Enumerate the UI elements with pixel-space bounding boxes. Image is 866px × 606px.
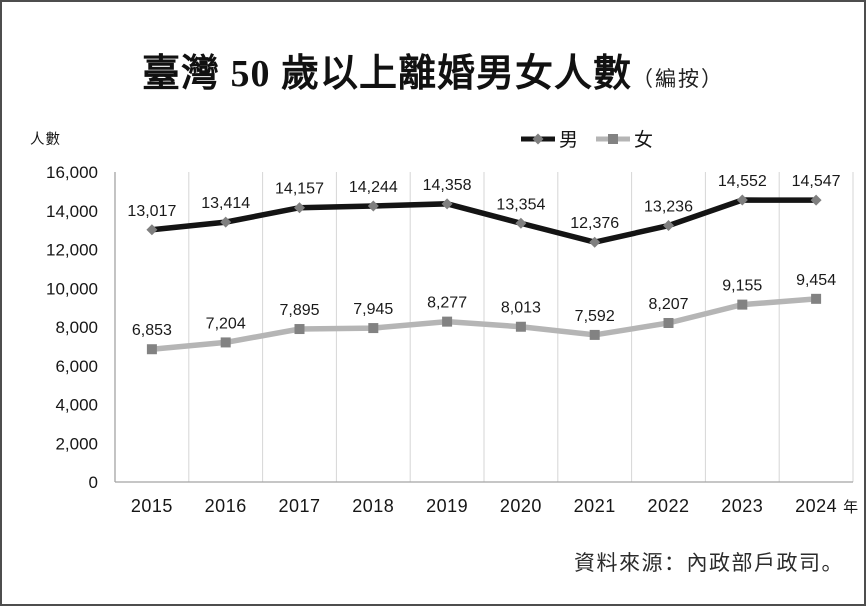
legend-item-male: 男 [519, 125, 578, 152]
y-tick-label: 4,000 [55, 396, 98, 415]
x-tick-label: 2016 [205, 496, 247, 516]
data-point-marker [736, 194, 748, 206]
legend-label-female: 女 [634, 130, 654, 151]
data-point-marker [442, 316, 453, 327]
data-point-label: 12,376 [570, 215, 619, 232]
data-point-label: 13,236 [644, 199, 693, 216]
chart-title-note: （編按） [632, 67, 724, 91]
x-tick-label: 2023 [721, 496, 763, 516]
x-tick-label: 2020 [500, 496, 542, 516]
data-point-marker [589, 236, 601, 248]
series-line-男 [151, 197, 817, 246]
data-point-marker [146, 224, 158, 236]
x-axis-unit-label: 年 [843, 499, 858, 516]
y-tick-label: 6,000 [55, 357, 98, 376]
y-tick-label: 10,000 [46, 279, 98, 298]
data-point-marker [515, 217, 527, 229]
source-note: 資料來源：內政部戶政司。 [574, 552, 844, 575]
data-point-label: 9,155 [722, 278, 762, 295]
data-point-marker [663, 220, 674, 232]
data-point-label: 13,414 [201, 195, 250, 212]
y-axis-unit-label: 人數 [30, 132, 61, 148]
chart-title-main: 臺灣 50 歲以上離婚男女人數 [141, 53, 632, 95]
y-tick-label: 12,000 [46, 241, 98, 260]
data-point-marker [367, 200, 379, 212]
y-tick-label: 0 [89, 473, 98, 492]
x-tick-label: 2022 [647, 496, 689, 516]
legend-label-male: 男 [559, 130, 579, 151]
y-tick-label: 2,000 [55, 434, 98, 453]
data-point-marker [146, 344, 157, 355]
data-point-marker [811, 293, 822, 304]
data-point-label: 14,358 [423, 177, 472, 194]
y-tick-label: 8,000 [55, 318, 98, 337]
data-point-marker [737, 299, 748, 310]
data-point-label: 13,017 [127, 203, 176, 220]
data-point-label: 7,204 [206, 315, 246, 332]
data-point-label: 7,592 [575, 308, 615, 325]
data-point-label: 13,354 [496, 196, 545, 213]
data-point-marker [294, 202, 305, 214]
x-tick-label: 2024 [795, 496, 837, 516]
data-point-marker [294, 324, 305, 335]
data-point-marker [368, 323, 379, 334]
data-point-label: 14,244 [349, 179, 398, 196]
female-square-marker-icon [608, 133, 619, 144]
x-tick-label: 2018 [352, 496, 394, 516]
data-point-label: 7,945 [353, 301, 393, 318]
legend-item-female: 女 [594, 125, 653, 152]
male-series-swatch [521, 133, 555, 144]
data-point-label: 14,547 [792, 173, 841, 190]
x-tick-label: 2017 [278, 496, 320, 516]
series-line-女 [151, 296, 817, 352]
data-point-marker [441, 198, 453, 210]
data-point-label: 9,454 [796, 272, 836, 289]
data-point-marker [515, 321, 526, 332]
data-point-label: 8,277 [427, 295, 467, 312]
x-tick-label: 2019 [426, 496, 468, 516]
data-point-label: 8,013 [501, 300, 541, 317]
chart-title: 臺灣 50 歲以上離婚男女人數（編按） [2, 52, 864, 98]
data-point-label: 6,853 [132, 322, 172, 339]
data-point-marker [663, 317, 674, 328]
y-tick-label: 16,000 [46, 163, 98, 182]
y-tick-label: 14,000 [46, 202, 98, 221]
data-point-label: 7,895 [279, 302, 319, 319]
data-point-marker [220, 337, 231, 348]
data-point-label: 14,552 [718, 173, 767, 190]
data-point-label: 8,207 [648, 296, 688, 313]
female-series-swatch [596, 133, 631, 144]
x-tick-label: 2015 [131, 496, 173, 516]
x-tick-label: 2021 [574, 496, 616, 516]
data-point-marker [220, 216, 232, 228]
male-diamond-marker-icon [532, 133, 544, 144]
data-point-marker [589, 329, 600, 340]
data-point-marker [810, 194, 822, 206]
data-point-label: 14,157 [275, 181, 324, 198]
legend: 男 女 [519, 125, 653, 152]
